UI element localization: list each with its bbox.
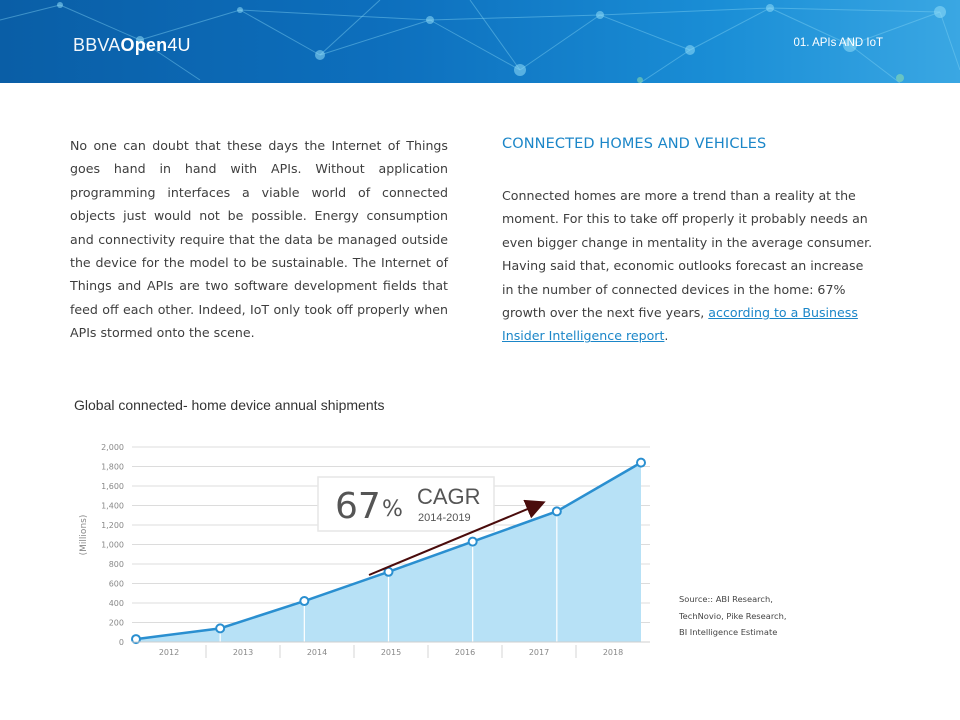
area-fill [136, 462, 641, 642]
chart-title: Global connected- home device annual shi… [74, 397, 385, 413]
connected-homes-paragraph: Connected homes are more a trend than a … [502, 188, 873, 250]
network-background-graphic [0, 0, 960, 83]
x-tick-label: 2013 [233, 648, 253, 657]
y-tick-label: 1,800 [101, 463, 124, 472]
intro-paragraph: No one can doubt that these days the Int… [70, 138, 448, 341]
period: . [664, 328, 669, 344]
source-line-1: Source:: ABI Research, [679, 594, 773, 604]
series-points [131, 457, 646, 645]
data-point-2014 [299, 596, 310, 607]
right-column: CONNECTED HOMES AND VEHICLES Connected h… [502, 136, 874, 348]
data-point-2013 [215, 623, 226, 634]
data-point-2016 [467, 536, 478, 547]
x-tick-label: 2018 [603, 648, 623, 657]
y-tick-label: 1,200 [101, 521, 124, 530]
cagr-label: CAGR [417, 484, 481, 509]
logo-text-bbva: BBVA [73, 35, 121, 55]
data-point-2018 [636, 457, 646, 468]
cagr-annotation: 67 % CAGR 2014-2019 [317, 476, 495, 532]
cagr-percent: % [382, 497, 403, 522]
cagr-box [317, 476, 495, 532]
outlook-text: Having said that, economic outlooks fore… [502, 258, 864, 321]
data-point-2017 [551, 506, 562, 517]
outlook-paragraph: Having said that, economic outlooks fore… [502, 254, 874, 348]
source-line-3: BI Intelligence Estimate [679, 627, 778, 637]
cagr-number: 67 [335, 486, 381, 527]
x-tick-label: 2015 [381, 648, 401, 657]
logo-text-open: Open [120, 35, 168, 55]
y-tick-label: 400 [109, 599, 124, 608]
business-insider-link-part2[interactable]: Insider Intelligence report [502, 328, 665, 344]
x-axis: 2012 2013 2014 2015 2016 2017 2018 [132, 641, 650, 658]
y-axis-ticks: 0 200 400 600 800 1,000 1,200 1,400 1,600 1,800 2,… [101, 443, 124, 647]
source-note: Source:: ABI Research, TechNovio, Pike R… [679, 591, 869, 641]
y-tick-label: 1,400 [101, 502, 124, 511]
source-line-2: TechNovio, Pike Research, [679, 610, 787, 621]
y-tick-label: 2,000 [101, 443, 124, 452]
y-tick-label: 0 [119, 638, 124, 647]
shipments-area-chart: 0 200 400 600 800 1,000 1,200 1,400 1,600 1,800 2,… [79, 443, 650, 658]
y-tick-label: 1,000 [101, 541, 124, 550]
y-axis-label: (Millions) [79, 515, 89, 556]
header-banner: BBVAOpen4U 01. APIs AND IoT [0, 0, 960, 83]
data-point-2012 [131, 634, 141, 645]
y-tick-label: 600 [109, 580, 124, 589]
bbva-open4u-logo[interactable]: BBVAOpen4U [73, 35, 191, 56]
y-tick-label: 800 [109, 560, 124, 569]
business-insider-link-part1[interactable]: according to a Business [708, 305, 858, 321]
y-tick-label: 1,600 [101, 482, 124, 491]
y-tick-label: 200 [109, 619, 124, 628]
x-tick-label: 2012 [159, 648, 179, 657]
logo-text-4u: 4U [167, 35, 191, 55]
x-tick-label: 2017 [529, 648, 549, 657]
section-heading: CONNECTED HOMES AND VEHICLES [502, 136, 767, 152]
growth-arrow [368, 499, 546, 576]
x-tick-label: 2014 [307, 648, 327, 657]
x-tick-label: 2016 [455, 648, 475, 657]
section-tag: 01. APIs AND IoT [793, 37, 883, 49]
cagr-period: 2014-2019 [418, 512, 471, 524]
